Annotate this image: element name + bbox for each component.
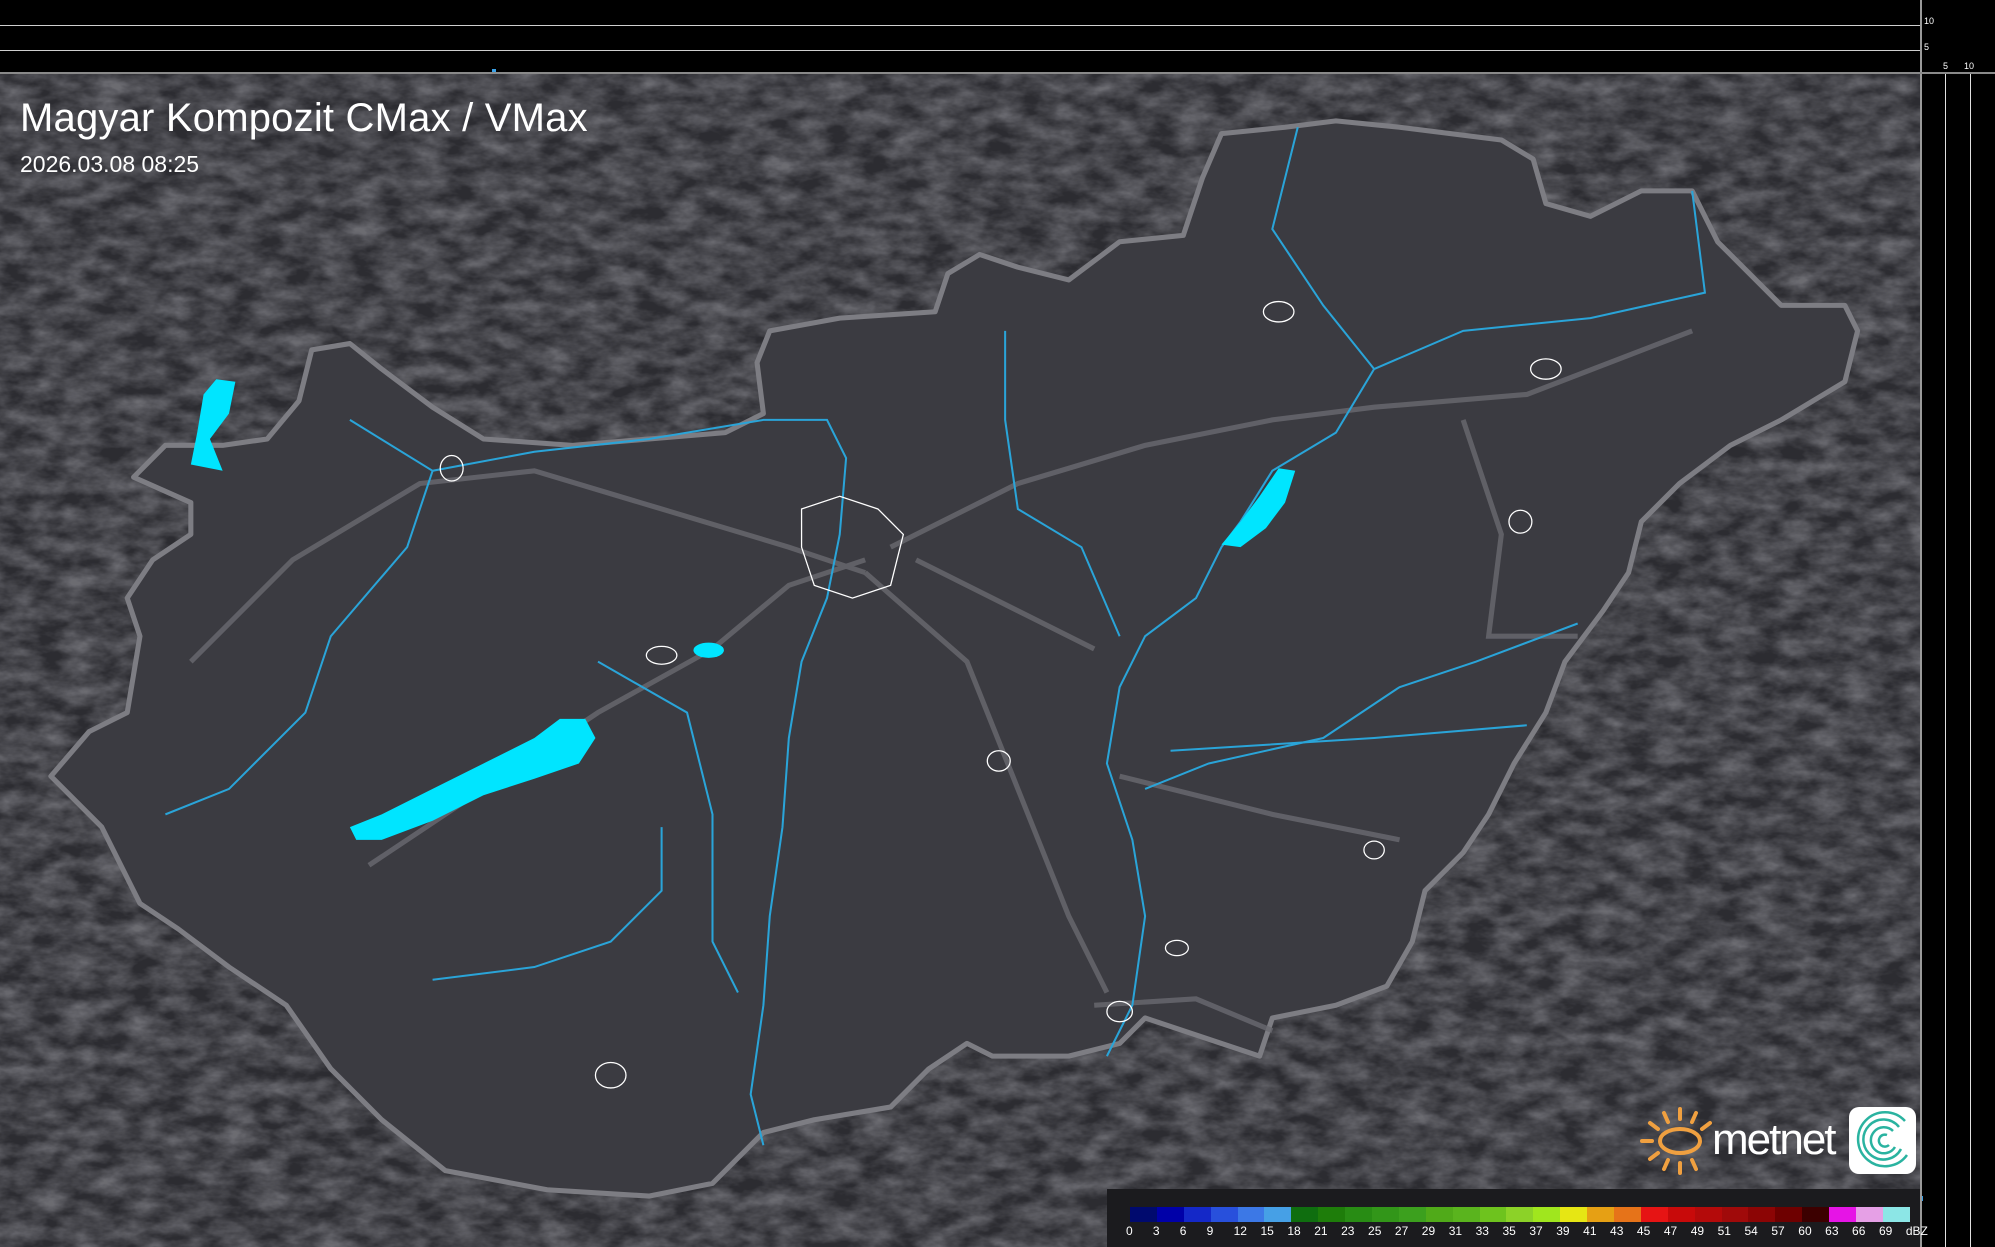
legend-label: 39: [1556, 1224, 1570, 1238]
legend-swatch: [1533, 1207, 1561, 1222]
legend-label: 23: [1341, 1224, 1355, 1238]
legend-label: 0: [1126, 1224, 1133, 1238]
lakes: [190, 379, 1296, 840]
legend-swatch: [1398, 1207, 1426, 1222]
right-strip-top-edge: [1920, 72, 1995, 74]
lake-ferto: [190, 379, 236, 471]
legend-label: 45: [1636, 1224, 1651, 1238]
map-title: Magyar Kompozit CMax / VMax: [20, 96, 588, 140]
spiral-icon: [1848, 1106, 1916, 1174]
legend-label: 47: [1663, 1224, 1678, 1238]
legend-swatch: [1667, 1207, 1695, 1222]
map-top-edge: [0, 72, 1995, 74]
legend-swatch: [1130, 1207, 1157, 1222]
legend-label: 37: [1529, 1224, 1543, 1238]
roads: [189, 328, 1694, 1034]
legend-swatch: [1640, 1207, 1668, 1222]
legend-label: 6: [1179, 1224, 1187, 1238]
legend-swatch: [1183, 1207, 1211, 1222]
scale-tick-10: [1970, 72, 1971, 1247]
legend-swatch: [1425, 1207, 1453, 1222]
rivers: [165, 126, 1707, 1146]
legend-swatch: [1210, 1207, 1238, 1222]
legend-label: 15: [1260, 1224, 1274, 1238]
lake-velence: [693, 642, 724, 658]
scale-line-5: [0, 50, 1920, 51]
legend-swatch: [1614, 1207, 1641, 1222]
legend-swatch: [1318, 1207, 1346, 1222]
budapest-outline: [800, 495, 905, 599]
right-scale-strip: [1920, 0, 1995, 1247]
legend-swatch: [1237, 1207, 1265, 1222]
scale-label: 10: [1964, 61, 1975, 71]
legend-label: 60: [1798, 1224, 1812, 1238]
legend-swatch: [1829, 1207, 1857, 1222]
legend-swatch: [1721, 1207, 1749, 1222]
scale-label: 10: [1924, 16, 1935, 26]
scale-tick-5: [1945, 72, 1946, 1247]
legend-swatch: [1452, 1207, 1480, 1222]
legend-label: 27: [1394, 1224, 1409, 1238]
position-marker: [492, 69, 496, 72]
legend-swatch: [1802, 1207, 1830, 1222]
scale-label: 5: [1943, 61, 1949, 71]
legend-swatch: [1882, 1207, 1910, 1222]
legend-label: 12: [1233, 1224, 1247, 1238]
top-scale-strip: [0, 0, 1995, 74]
scale-line-10: [0, 25, 1920, 26]
legend-swatch: [1775, 1207, 1803, 1222]
scale-label: 5: [1924, 42, 1930, 52]
legend-swatch: [1587, 1207, 1615, 1222]
legend-swatch: [1856, 1207, 1883, 1222]
map-timestamp: 2026.03.08 08:25: [20, 151, 200, 177]
lake-tisza: [1221, 468, 1296, 548]
legend-swatch: [1560, 1207, 1588, 1222]
legend-label: 3: [1152, 1224, 1160, 1238]
hungary-country: [48, 118, 1861, 1199]
legend-label: 29: [1421, 1224, 1436, 1238]
legend-label: 25: [1368, 1224, 1382, 1238]
city-outlines: [439, 300, 1562, 1089]
legend-label: 31: [1448, 1224, 1463, 1238]
legend-swatch: [1694, 1207, 1722, 1222]
brand-name: metnet: [1712, 1115, 1837, 1164]
legend-label: 41: [1583, 1224, 1597, 1238]
legend-swatch: [1156, 1207, 1184, 1222]
legend-label: 33: [1475, 1224, 1489, 1238]
legend-swatch: [1506, 1207, 1534, 1222]
legend-label: 54: [1744, 1224, 1758, 1238]
metnet-logo: metnet: [1636, 1105, 1916, 1175]
legend-swatch: [1748, 1207, 1776, 1222]
dbz-color-legend: 0 3 6 9 12 15 18 21 23 25 27 29 31 33 35 37 39 41 43 45 47 49…: [1107, 1189, 1928, 1247]
legend-swatch: [1372, 1207, 1399, 1222]
legend-label: 51: [1717, 1224, 1731, 1238]
sun-icon: [1640, 1107, 1712, 1175]
legend-swatch: [1264, 1207, 1292, 1222]
legend-label: 63: [1825, 1224, 1839, 1238]
legend-swatch: [1291, 1207, 1319, 1222]
legend-label: 18: [1287, 1224, 1301, 1238]
legend-swatch: [1479, 1207, 1507, 1222]
right-strip-divider: [1920, 0, 1922, 1247]
legend-label: 69: [1878, 1224, 1893, 1238]
legend-label: 57: [1771, 1224, 1785, 1238]
legend-labels: 0 3 6 9 12 15 18 21 23 25 27 29 31 33 35 37 39 41 43 45 47 49…: [1126, 1224, 1937, 1238]
legend-swatch: [1345, 1207, 1373, 1222]
legend-label: 49: [1690, 1224, 1705, 1238]
legend-label: 43: [1610, 1224, 1624, 1238]
lake-balaton: [349, 718, 596, 840]
legend-color-bar: [1130, 1207, 1910, 1222]
legend-label: 66: [1852, 1224, 1866, 1238]
legend-unit: dBZ: [1905, 1224, 1928, 1238]
legend-label: 35: [1502, 1224, 1516, 1238]
legend-label: 9: [1206, 1224, 1214, 1238]
legend-label: 21: [1314, 1224, 1328, 1238]
